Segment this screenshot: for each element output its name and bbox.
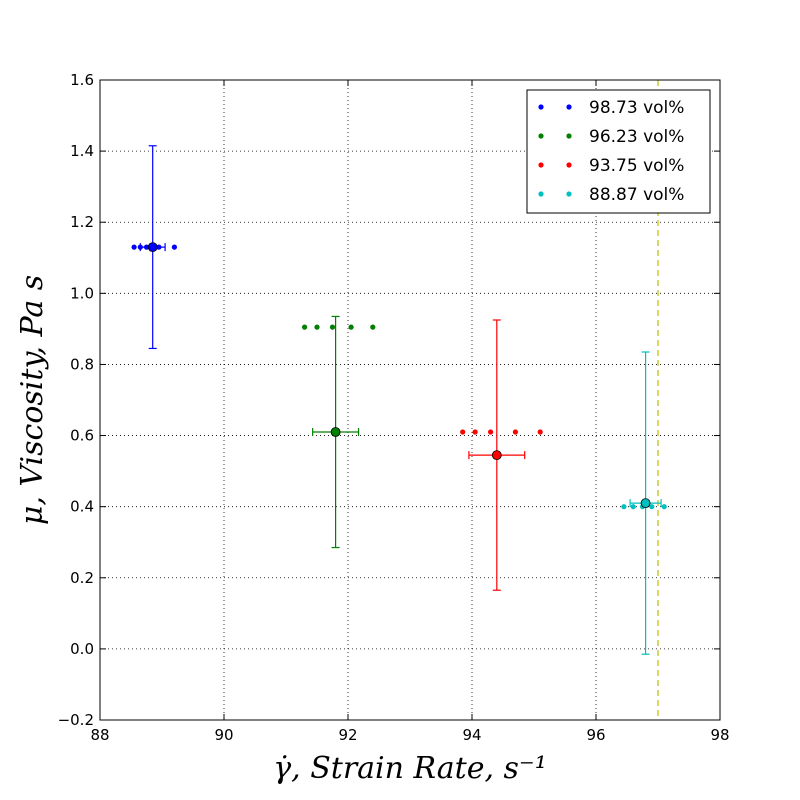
legend-label: 88.87 vol% [589, 185, 684, 205]
data-point [488, 429, 494, 435]
data-point [472, 429, 478, 435]
data-point [537, 429, 543, 435]
data-point [621, 504, 627, 510]
legend-marker [538, 133, 544, 139]
data-series [131, 145, 667, 655]
legend: 98.73 vol% 96.23 vol% 93.75 vol% 88.87 vol% [526, 89, 711, 214]
data-point [630, 504, 636, 510]
mean-marker [330, 427, 341, 437]
y-tick-label: 1.4 [70, 142, 94, 160]
legend-label: 93.75 vol% [589, 156, 684, 176]
y-tick-label: 0.6 [70, 427, 94, 445]
y-tick-label: 0.4 [70, 498, 94, 516]
x-tick-label: 88 [90, 726, 109, 744]
mean-marker [491, 450, 502, 461]
plot-frame [99, 79, 721, 721]
x-tick-label: 94 [462, 726, 481, 744]
data-point [329, 324, 336, 330]
data-point [649, 504, 655, 510]
data-point [661, 504, 667, 510]
legend-marker [538, 191, 544, 197]
y-tick-label: 0.2 [70, 569, 94, 587]
legend-marker [566, 133, 572, 139]
mean-marker [640, 498, 651, 509]
legend-marker [566, 162, 572, 168]
data-point [460, 429, 466, 435]
y-tick-label: 1.6 [70, 71, 94, 89]
y-tick-label: 0.8 [70, 355, 94, 373]
mean-marker [147, 242, 158, 253]
data-point [171, 244, 177, 250]
data-point [302, 324, 308, 330]
legend-label: 98.73 vol% [589, 98, 684, 118]
y-axis-title: μ, Viscosity, Pa s [15, 275, 50, 525]
data-point [512, 429, 519, 435]
y-tick-label: −0.2 [58, 711, 94, 729]
axis-ticks: 88 90 92 94 96 98 −0.2 0.0 0.2 0.4 0.6 0.8 1.0 1.2 1.4… [58, 71, 730, 744]
x-tick-label: 92 [338, 726, 357, 744]
y-tick-label: 0.0 [70, 640, 94, 658]
data-point [348, 324, 354, 330]
x-axis-title: γ̇, Strain Rate, s⁻¹ [273, 751, 547, 786]
y-tick-label: 1.0 [70, 284, 94, 302]
legend-marker [538, 104, 544, 110]
series-2 [302, 315, 376, 549]
series-3 [460, 319, 543, 591]
data-point [131, 244, 137, 250]
series-4 [621, 351, 667, 655]
data-point [314, 324, 320, 330]
legend-marker [538, 162, 544, 168]
legend-marker [566, 191, 572, 197]
legend-label: 96.23 vol% [589, 127, 684, 147]
x-tick-label: 98 [710, 726, 729, 744]
data-point [370, 324, 376, 330]
legend-marker [566, 104, 572, 110]
x-tick-label: 90 [214, 726, 233, 744]
x-tick-label: 96 [586, 726, 605, 744]
series-1 [131, 145, 177, 350]
y-tick-label: 1.2 [70, 213, 94, 231]
legend-box [526, 89, 711, 214]
